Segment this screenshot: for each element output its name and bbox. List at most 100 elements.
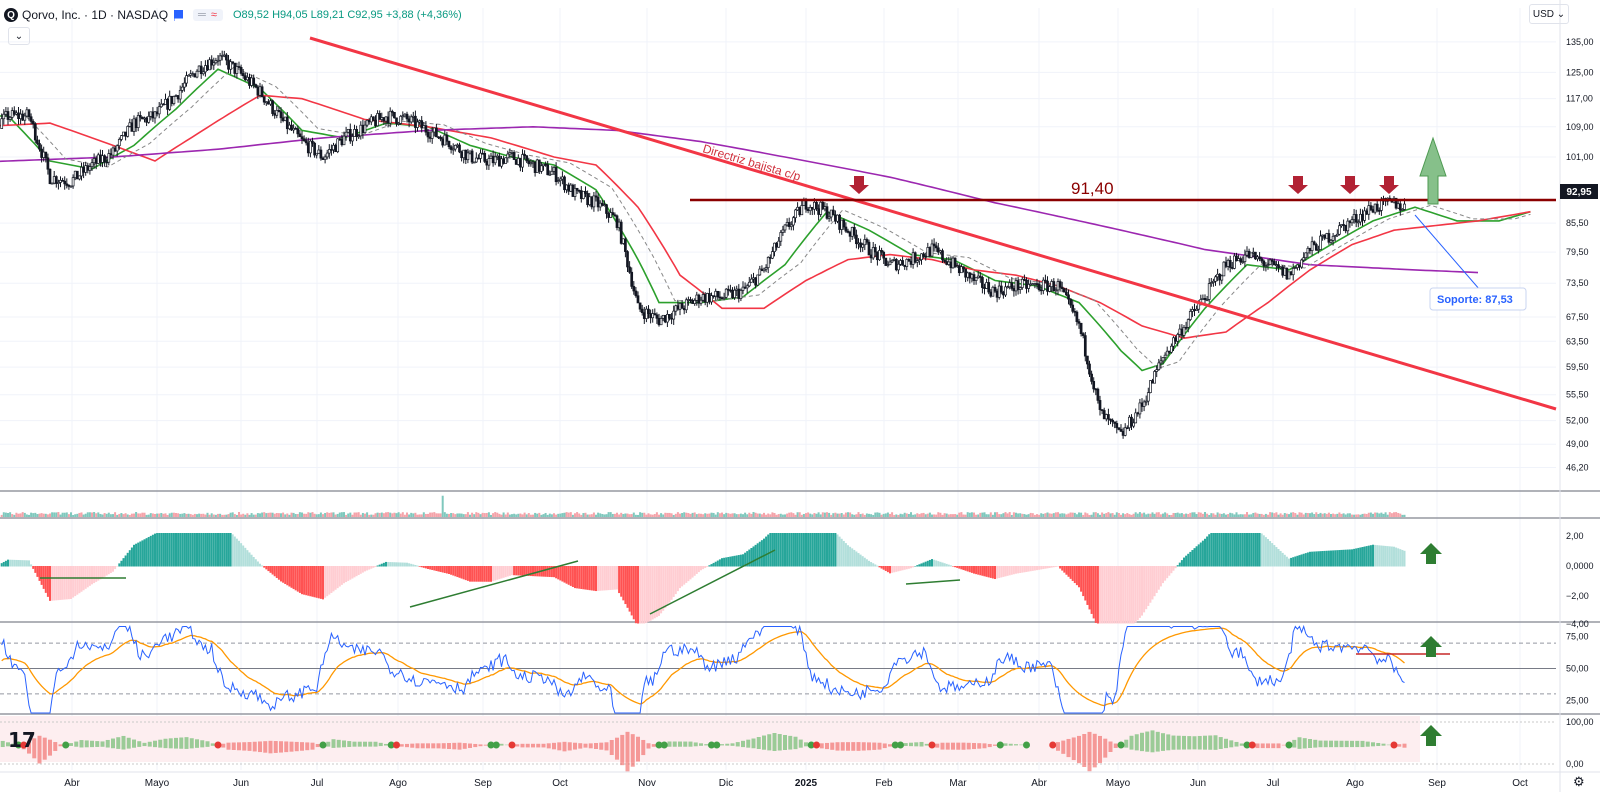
macd-bar [1292, 557, 1295, 567]
macd-bar [343, 566, 345, 584]
macd-bar [275, 566, 278, 578]
candle-body [588, 196, 592, 206]
symbol-title[interactable]: Qorvo, Inc. · 1D · NASDAQ [22, 8, 169, 22]
macd-bar [689, 566, 692, 580]
volume-bar [210, 513, 213, 517]
volume-bar [901, 514, 904, 517]
candle-body [586, 193, 589, 206]
chevron-down-icon[interactable]: ⌄ [8, 27, 30, 45]
candle-body [88, 166, 92, 171]
candle-body [752, 277, 755, 280]
macd-bar [399, 562, 402, 567]
macd-bar [880, 566, 883, 569]
macd-bar [956, 566, 959, 568]
volume-bar [1220, 513, 1223, 517]
gear-icon[interactable]: ⚙ [1573, 774, 1585, 789]
volume-bar [1027, 514, 1030, 517]
volume-bar [246, 513, 249, 517]
volume-bar [643, 512, 646, 517]
volume-bar [689, 513, 692, 517]
macd-bar [1015, 566, 1017, 574]
candle-body [466, 152, 470, 161]
volume-bar [206, 512, 209, 517]
tradingview-logo-icon[interactable]: 17 [8, 728, 36, 752]
price-tick-label: 49,00 [1566, 439, 1589, 449]
candle-body [180, 86, 184, 91]
volume-bar [905, 513, 908, 517]
volume-bar [895, 514, 898, 517]
candle-body [506, 153, 510, 159]
macd-bar [286, 566, 289, 586]
macd-bar [7, 559, 9, 567]
macd-bar [326, 566, 329, 597]
macd-bar [1168, 566, 1171, 576]
candle-body [1167, 350, 1171, 353]
volume-bar [456, 513, 459, 517]
macd-bar [1344, 549, 1347, 567]
indicator-chip[interactable]: ═ ≈ [193, 9, 223, 21]
macd-bar [424, 566, 427, 569]
volume-bar [1059, 513, 1062, 517]
volume-bar [565, 512, 568, 517]
candle-body [71, 177, 75, 187]
macd-bar [645, 566, 648, 623]
macd-bar [1399, 549, 1402, 567]
macd-bar [1338, 550, 1341, 567]
macd-bar [303, 566, 306, 595]
volume-bar [836, 513, 839, 517]
volume-bar [105, 513, 108, 517]
volume-bar [208, 514, 211, 517]
macd-bar [1304, 553, 1307, 567]
macd-bar [1149, 566, 1152, 603]
volume-bar [891, 512, 894, 517]
candle-body [80, 166, 83, 177]
macd-bar [1380, 545, 1383, 567]
macd-bar [1136, 566, 1139, 621]
candle-body [876, 251, 879, 261]
macd-bar [523, 566, 526, 576]
candle-body [999, 285, 1003, 293]
volume-bar [450, 513, 453, 517]
candle-body [201, 71, 205, 75]
volume-bar [584, 512, 587, 517]
candle-body [1086, 355, 1089, 365]
candle-body [1197, 303, 1201, 310]
osc-cross-dot [492, 741, 500, 749]
volume-bar [668, 512, 671, 517]
candle-body [632, 286, 636, 292]
macd-bar [943, 563, 946, 567]
candle-body [1092, 381, 1096, 390]
volume-bar [133, 513, 135, 517]
candle-body [21, 113, 25, 121]
macd-bar [231, 534, 234, 567]
macd-bar [242, 545, 245, 567]
candle-body [424, 125, 428, 133]
macd-bar [1300, 554, 1303, 567]
volume-bar [1334, 514, 1337, 517]
macd-bar [1193, 548, 1196, 567]
volume-bar [693, 512, 696, 517]
candle-body [502, 158, 505, 164]
volume-bar [238, 512, 240, 517]
candle-body [2, 113, 6, 120]
candle-body [1144, 400, 1148, 403]
macd-bar [204, 533, 207, 567]
candle-body [815, 201, 818, 210]
candle-body [130, 122, 134, 132]
macd-bar [1027, 566, 1030, 572]
candle-body [1134, 412, 1138, 424]
down-arrow-icon [1340, 176, 1360, 194]
volume-bar [912, 514, 915, 517]
macd-bar [1204, 538, 1206, 567]
macd-bar [387, 562, 390, 567]
macd-bar [532, 566, 534, 577]
currency-button[interactable]: USD ⌄ [1529, 4, 1569, 24]
last-price-value: 92,95 [1566, 187, 1591, 198]
volume-bar [1393, 512, 1395, 517]
volume-bar [748, 512, 751, 517]
macd-bar [103, 566, 106, 577]
candle-body [1140, 402, 1144, 407]
macd-bar [683, 566, 686, 585]
x-tick-label: Abr [64, 778, 80, 789]
